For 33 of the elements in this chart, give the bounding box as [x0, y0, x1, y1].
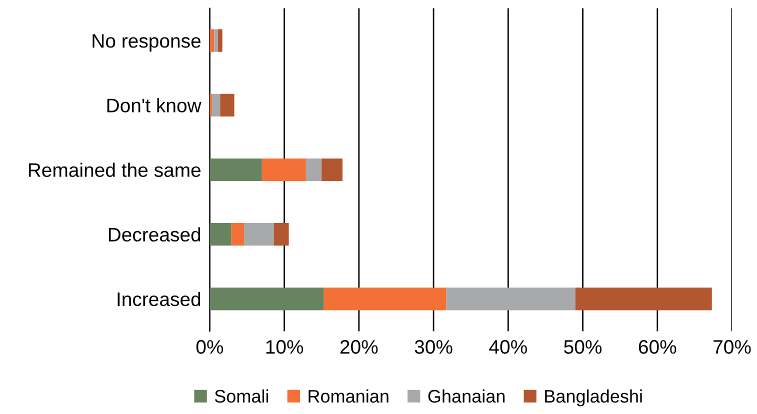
- bar: [214, 29, 218, 52]
- x-tick-label: 30%: [414, 340, 452, 354]
- x-tick-label: 70%: [714, 340, 751, 354]
- y-tick-label: Remained the same: [28, 162, 201, 177]
- legend-label: Ghanaian: [428, 389, 505, 403]
- x-tick-label: 50%: [564, 340, 602, 354]
- bar: [306, 158, 322, 182]
- bar: [274, 223, 289, 246]
- bar: [231, 223, 244, 246]
- bar: [575, 288, 712, 310]
- x-tick-label: 10%: [266, 340, 304, 354]
- bar: [220, 94, 234, 116]
- bar: [322, 158, 343, 182]
- bar: [324, 288, 446, 310]
- bar: [244, 223, 274, 246]
- y-tick-label: Increased: [118, 292, 200, 306]
- y-tick-label: No response: [92, 34, 200, 52]
- x-tick-label: 60%: [638, 340, 676, 354]
- legend-label: Somali: [214, 389, 268, 403]
- bar: [446, 288, 576, 310]
- bar: [210, 288, 324, 310]
- x-tick-label: 20%: [340, 340, 378, 354]
- bar: [262, 158, 306, 182]
- bar: [210, 158, 262, 182]
- x-tick-label: 0%: [196, 340, 224, 354]
- legend-label: Bangladeshi: [545, 389, 642, 406]
- y-tick-label: Don't know: [107, 98, 202, 112]
- bar: [218, 29, 222, 52]
- x-tick-label: 40%: [489, 340, 527, 354]
- bar: [210, 223, 232, 246]
- legend-label: Romanian: [308, 389, 388, 403]
- bar: [212, 94, 220, 116]
- y-tick-label: Decreased: [108, 227, 200, 242]
